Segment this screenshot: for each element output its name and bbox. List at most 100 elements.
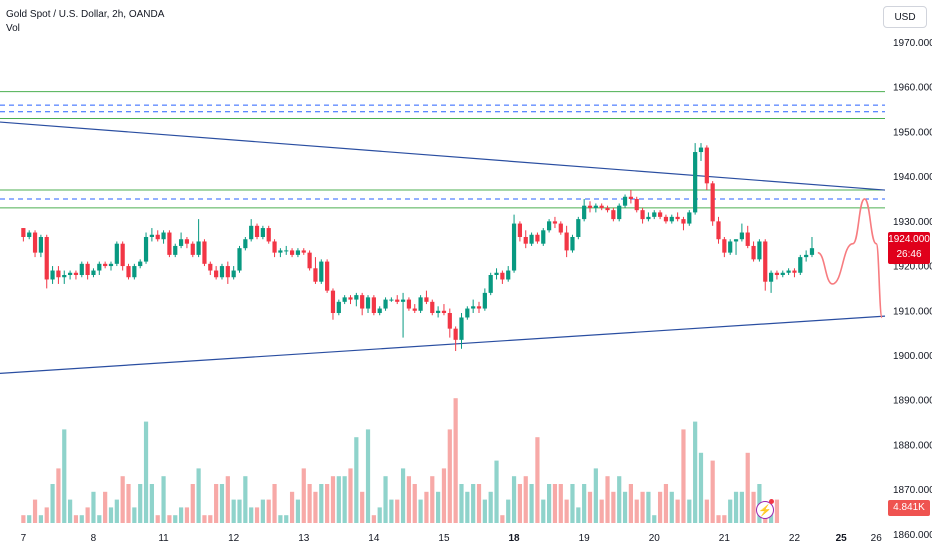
volume-bar [576, 507, 581, 523]
volume-bar [517, 484, 523, 523]
candle [278, 248, 283, 258]
volume-bar [21, 515, 26, 523]
volume-bar [208, 515, 213, 523]
volume-bar [85, 507, 90, 523]
volume-bar [471, 484, 476, 523]
lightning-bolt-icon[interactable]: ⚡ [756, 501, 774, 519]
candle-body [751, 245, 756, 260]
trendline-1[interactable] [0, 315, 886, 374]
candle-body [523, 236, 528, 244]
candle [79, 261, 84, 278]
candle [535, 232, 540, 244]
candle [91, 268, 96, 278]
candle [295, 248, 301, 258]
time-tick-label: 19 [579, 533, 591, 544]
candle [436, 306, 441, 318]
candle-body [237, 248, 242, 271]
candle-body [728, 241, 733, 253]
candle [558, 221, 563, 235]
volume-bar [558, 484, 563, 523]
candle [412, 304, 417, 314]
volume-bar [476, 484, 482, 523]
candle [763, 239, 768, 291]
time-tick-label: 7 [21, 533, 27, 544]
candle-body [511, 223, 517, 271]
candle-body [757, 241, 762, 260]
volume-bar [739, 491, 744, 523]
forecast-curve[interactable] [817, 198, 883, 319]
candle-body [254, 225, 260, 237]
candle [313, 257, 318, 284]
candle [155, 230, 160, 242]
candle-body [295, 250, 301, 255]
volume-bar [50, 484, 55, 523]
volume-bar [67, 499, 73, 523]
volume-bar [406, 476, 412, 523]
candle-body [307, 252, 312, 269]
candle-body [547, 221, 552, 231]
candle [757, 239, 762, 262]
volume-bar [56, 468, 61, 523]
volume-bar [587, 491, 593, 523]
candle-body [354, 295, 359, 300]
time-tick-label: 25 [836, 533, 848, 544]
candle-body [149, 234, 154, 237]
volume-bar [44, 507, 49, 523]
candle [605, 205, 610, 213]
candle [710, 181, 715, 226]
candle [488, 272, 493, 296]
candle [541, 228, 546, 246]
candle [301, 248, 306, 255]
volume-bar [582, 484, 587, 523]
volume-bar [400, 468, 406, 523]
candle-body [377, 308, 382, 314]
candle [272, 239, 277, 258]
candle [722, 236, 727, 258]
candle [360, 292, 365, 316]
candle [73, 270, 79, 280]
candle-body [506, 270, 511, 280]
candle [476, 301, 482, 314]
candle-body [319, 261, 324, 282]
volume-bar [295, 499, 301, 523]
candle-body [617, 205, 622, 220]
candle-body [710, 183, 715, 222]
candle-body [412, 308, 417, 311]
volume-bar [336, 476, 341, 523]
candle [196, 219, 201, 258]
candle [167, 230, 172, 258]
candle [646, 212, 651, 222]
volume-bar [330, 476, 336, 523]
candle [798, 254, 803, 275]
trendline-0[interactable] [0, 121, 886, 191]
candle [511, 214, 517, 273]
candle [32, 230, 38, 258]
currency-button[interactable]: USD [883, 6, 927, 28]
candle [132, 263, 137, 280]
candle [284, 245, 289, 255]
price-tick-label: 1890.000 [893, 396, 932, 407]
last-price-badge: 1924.000 26:46 [888, 232, 930, 264]
candle [593, 203, 598, 213]
candle [587, 201, 593, 213]
candle [21, 228, 26, 242]
candle-body [693, 152, 698, 213]
price-tick-label: 1860.000 [893, 530, 932, 541]
price-tick-label: 1970.000 [893, 38, 932, 49]
candle [354, 292, 359, 307]
candle [389, 297, 394, 302]
candle-body [657, 212, 663, 217]
candle-body [383, 299, 388, 309]
candle [804, 250, 809, 262]
candle-body [441, 310, 447, 314]
horizontal-levels [0, 91, 885, 209]
volume-bar [488, 491, 493, 523]
time-tick-label: 12 [228, 533, 240, 544]
candle-body [733, 239, 739, 242]
candle-body [669, 216, 674, 222]
candle-body [722, 239, 727, 253]
price-tick-label: 1870.000 [893, 485, 932, 496]
volume-bar [196, 468, 201, 523]
volume-bar [214, 484, 219, 523]
